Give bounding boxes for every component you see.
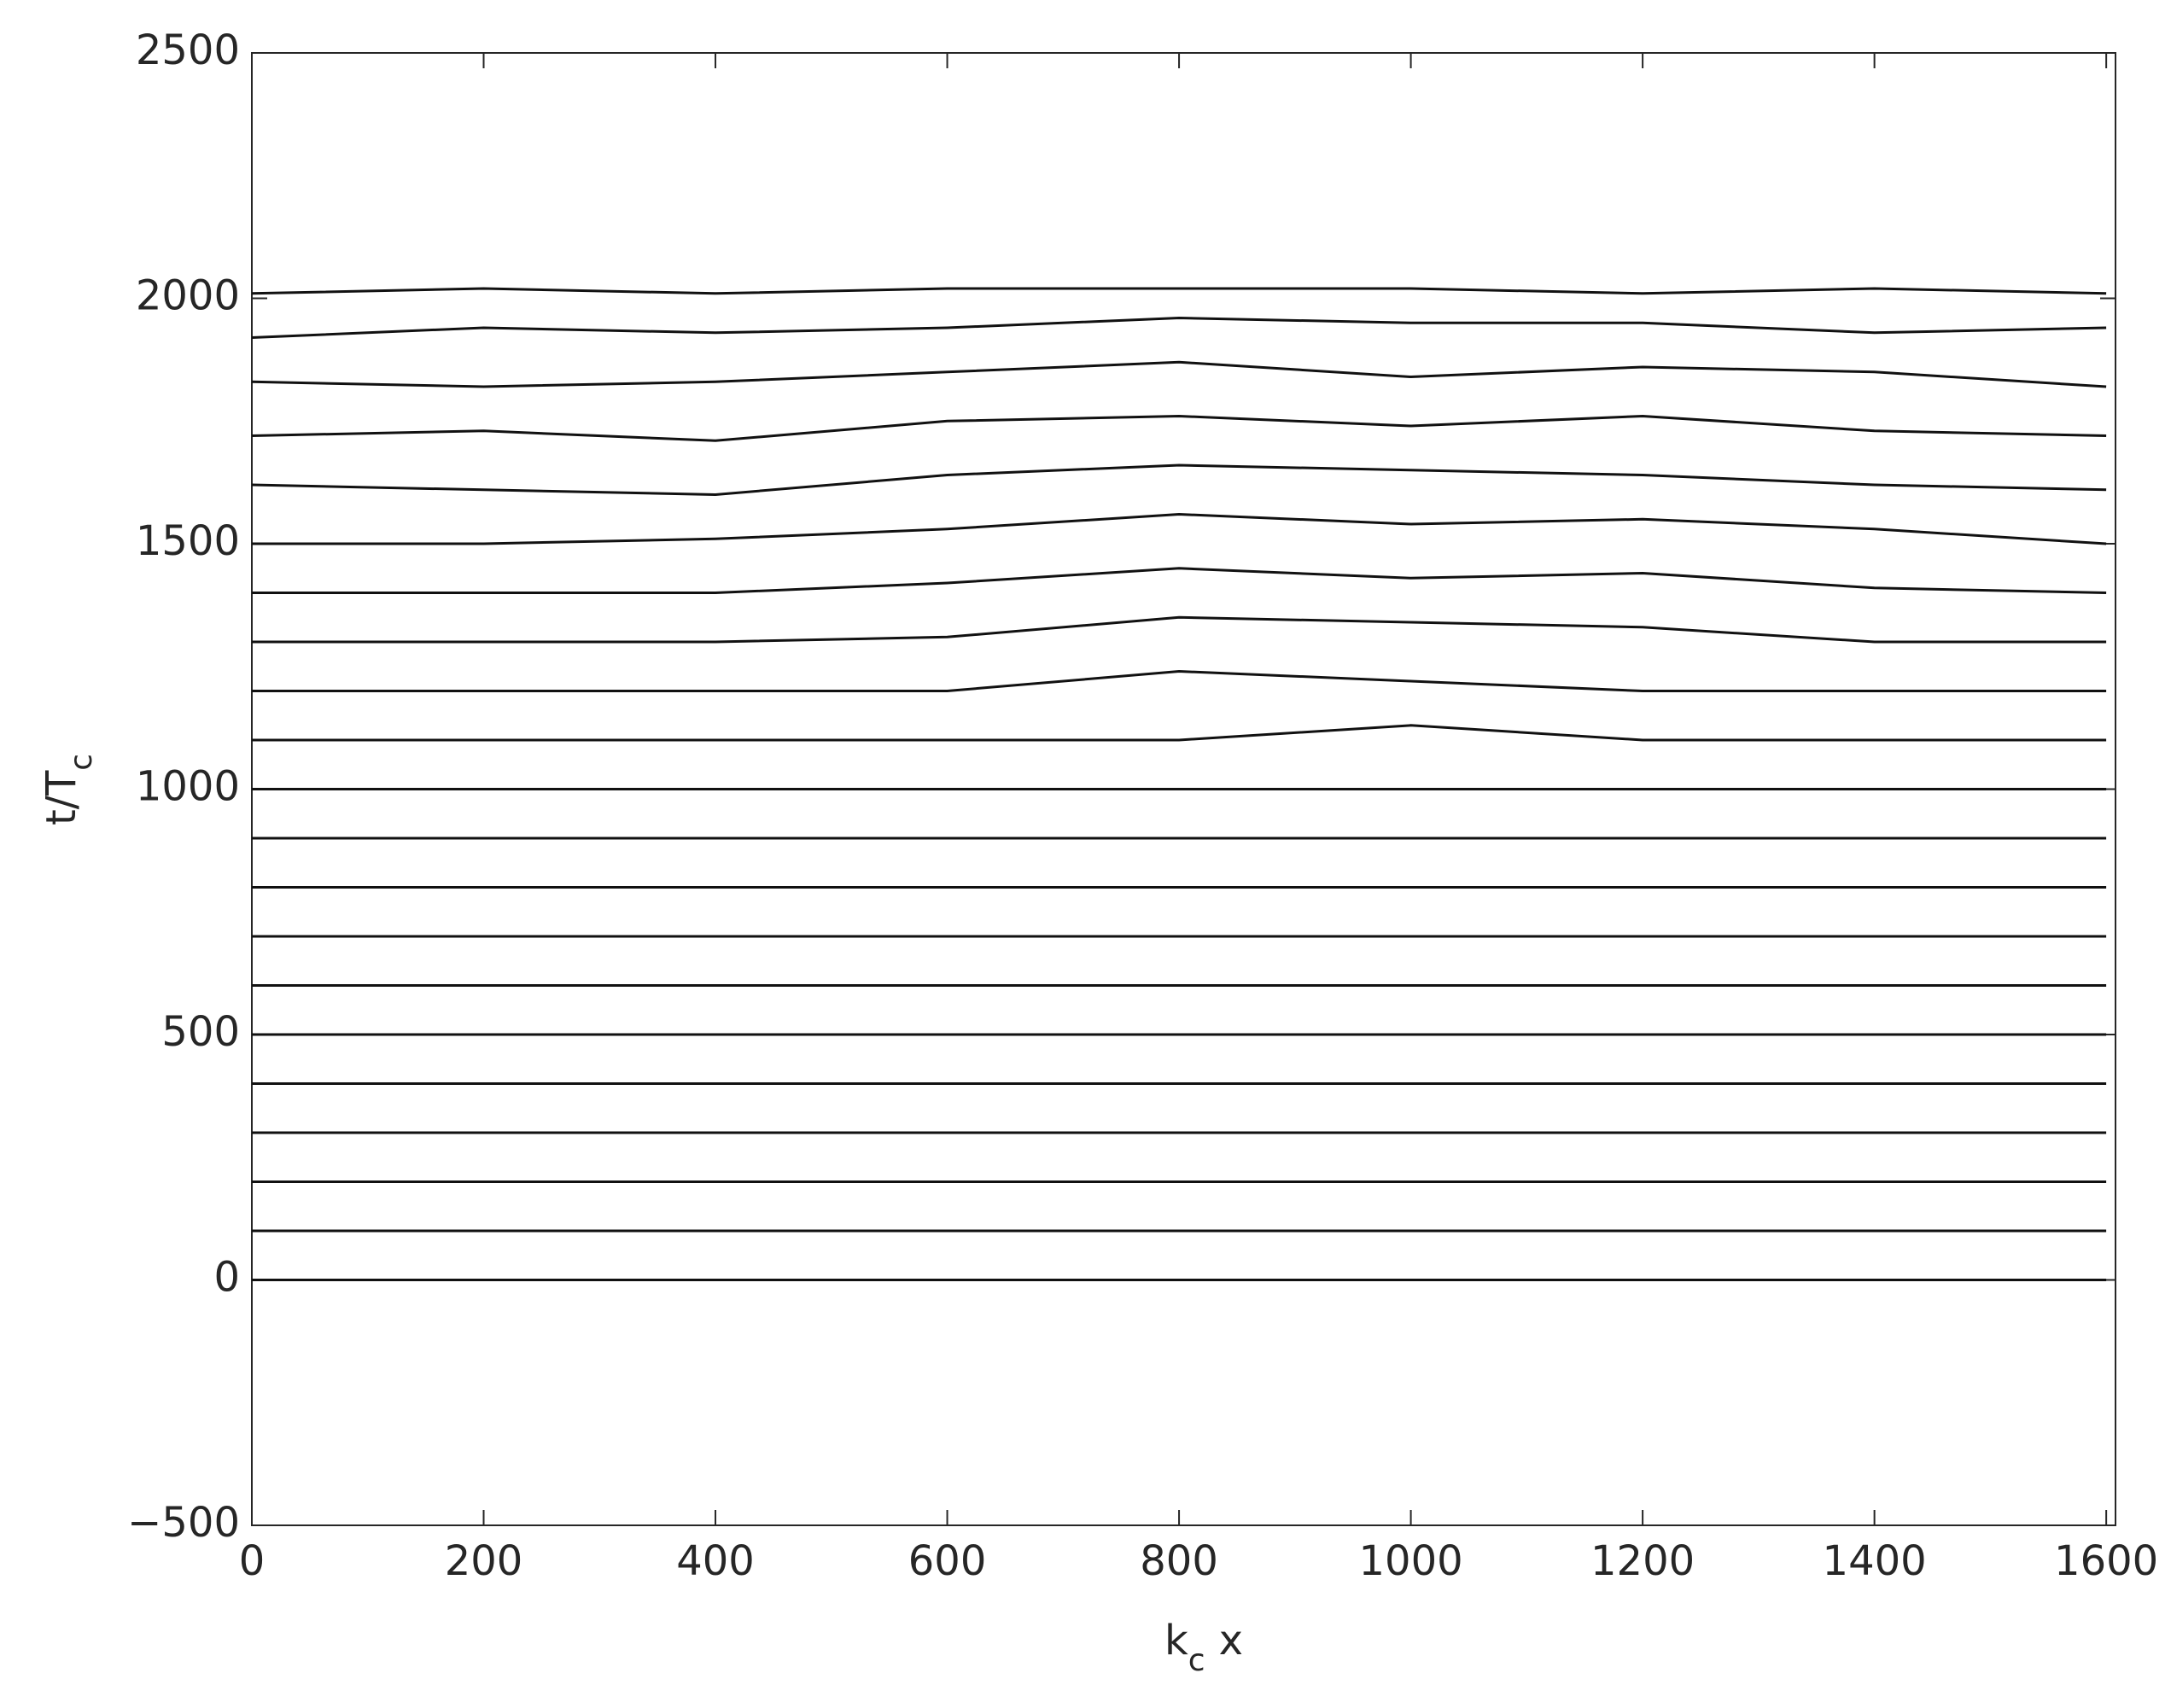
trace-line (251, 463, 2107, 497)
y-tick-label: 1000 (136, 763, 240, 811)
trace-line (252, 615, 2107, 644)
y-tick-label: 2000 (136, 272, 240, 320)
x-tick-label: 400 (676, 1537, 755, 1585)
trace-line (251, 360, 2107, 388)
y-label-sub: c (64, 754, 99, 771)
y-tick-label: −500 (127, 1499, 240, 1547)
x-axis-label: kc x (1164, 1617, 1243, 1678)
x-tick-label: 1600 (2054, 1537, 2158, 1585)
y-label-base: t/T (38, 770, 85, 825)
x-tick-label: 0 (239, 1537, 266, 1585)
y-tick-label: 0 (213, 1254, 240, 1302)
y-tick-label: 500 (161, 1008, 240, 1056)
trace-line (252, 669, 2107, 692)
trace-line (251, 316, 2107, 339)
trace-line (251, 287, 2107, 295)
x-label-base: k (1164, 1617, 1188, 1664)
y-tick-label: 1500 (136, 517, 240, 565)
x-tick-label: 1200 (1590, 1537, 1695, 1585)
x-label-rest: x (1219, 1617, 1243, 1664)
x-tick-label: 1000 (1359, 1537, 1463, 1585)
x-label-sub: c (1188, 1643, 1205, 1678)
x-tick-label: 600 (908, 1537, 987, 1585)
y-tick-label: 2500 (136, 26, 240, 74)
x-tick-label: 200 (445, 1537, 523, 1585)
trace-line (252, 512, 2107, 545)
trace-line (252, 567, 2107, 594)
trace-line (251, 414, 2107, 442)
y-axis-label: t/Tc (38, 754, 99, 825)
trace-line (252, 724, 2107, 742)
x-tick-label: 800 (1140, 1537, 1218, 1585)
x-tick-label: 1400 (1823, 1537, 1927, 1585)
